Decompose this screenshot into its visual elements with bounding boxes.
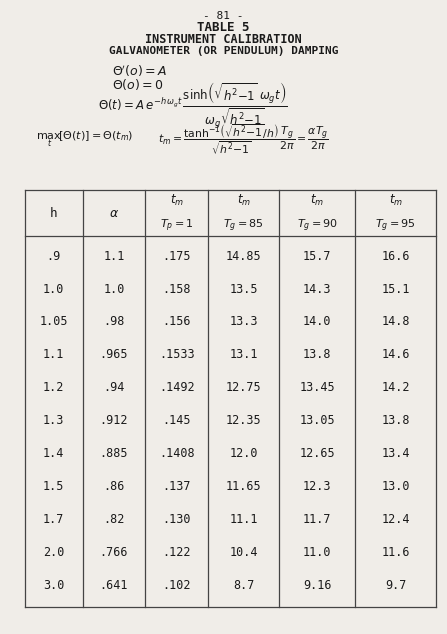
Text: .9: .9 xyxy=(46,250,61,262)
Text: 13.8: 13.8 xyxy=(303,348,332,361)
Text: 1.05: 1.05 xyxy=(39,316,68,328)
Text: $T_p{=}1$: $T_p{=}1$ xyxy=(160,217,194,234)
Text: $\alpha$: $\alpha$ xyxy=(109,207,119,219)
Text: 9.7: 9.7 xyxy=(385,578,406,592)
Text: $t_m{=}\dfrac{\tanh^{-1}\!\left(\sqrt{h^2{-}1}/h\right)}{\sqrt{h^2{-}1}}\dfrac{T: $t_m{=}\dfrac{\tanh^{-1}\!\left(\sqrt{h^… xyxy=(158,122,329,156)
Text: 8.7: 8.7 xyxy=(233,578,254,592)
Text: 14.6: 14.6 xyxy=(381,348,410,361)
Text: $\Theta'(o) = A$: $\Theta'(o) = A$ xyxy=(112,64,167,79)
Text: 12.35: 12.35 xyxy=(226,414,261,427)
Text: 1.3: 1.3 xyxy=(43,414,64,427)
Text: 1.4: 1.4 xyxy=(43,447,64,460)
Text: $t_m$: $t_m$ xyxy=(310,193,325,208)
Text: 2.0: 2.0 xyxy=(43,546,64,559)
Text: .1533: .1533 xyxy=(159,348,194,361)
Text: .122: .122 xyxy=(162,546,191,559)
Text: $t_m$: $t_m$ xyxy=(388,193,403,208)
Text: 1.0: 1.0 xyxy=(103,283,125,295)
Text: 13.45: 13.45 xyxy=(299,381,335,394)
Text: 13.3: 13.3 xyxy=(229,316,258,328)
Text: h: h xyxy=(50,207,57,219)
Text: $\Theta(o) = 0$: $\Theta(o) = 0$ xyxy=(112,77,164,93)
Text: 14.85: 14.85 xyxy=(226,250,261,262)
Text: 15.7: 15.7 xyxy=(303,250,332,262)
Text: .641: .641 xyxy=(100,578,128,592)
Text: 12.75: 12.75 xyxy=(226,381,261,394)
Text: $T_g{=}90$: $T_g{=}90$ xyxy=(297,217,338,234)
Text: 12.65: 12.65 xyxy=(299,447,335,460)
Text: .912: .912 xyxy=(100,414,128,427)
Text: $\underset{t}{\mathrm{max}}\!\left[\Theta(t)\right] = \Theta(t_m)$: $\underset{t}{\mathrm{max}}\!\left[\Thet… xyxy=(36,129,133,149)
Text: 16.6: 16.6 xyxy=(381,250,410,262)
Text: .102: .102 xyxy=(162,578,191,592)
Text: .158: .158 xyxy=(162,283,191,295)
Text: 12.3: 12.3 xyxy=(303,480,332,493)
Text: .130: .130 xyxy=(162,513,191,526)
Text: GALVANOMETER (OR PENDULUM) DAMPING: GALVANOMETER (OR PENDULUM) DAMPING xyxy=(109,46,338,56)
Text: .175: .175 xyxy=(162,250,191,262)
Text: 14.3: 14.3 xyxy=(303,283,332,295)
Text: 14.8: 14.8 xyxy=(381,316,410,328)
Text: .145: .145 xyxy=(162,414,191,427)
Text: 12.0: 12.0 xyxy=(229,447,258,460)
Text: 11.6: 11.6 xyxy=(381,546,410,559)
Text: 13.0: 13.0 xyxy=(381,480,410,493)
Text: 13.5: 13.5 xyxy=(229,283,258,295)
Text: 15.1: 15.1 xyxy=(381,283,410,295)
Text: .965: .965 xyxy=(100,348,128,361)
Text: 13.1: 13.1 xyxy=(229,348,258,361)
Text: .156: .156 xyxy=(162,316,191,328)
Text: $\Theta(t) = A\,e^{-h\,\omega_g t}\,\dfrac{\sinh\!\left(\sqrt{h^2{-}1}\;\omega_g: $\Theta(t) = A\,e^{-h\,\omega_g t}\,\dfr… xyxy=(98,81,288,131)
Text: 14.2: 14.2 xyxy=(381,381,410,394)
Text: 13.8: 13.8 xyxy=(381,414,410,427)
Text: 1.2: 1.2 xyxy=(43,381,64,394)
Text: .86: .86 xyxy=(103,480,125,493)
Text: .885: .885 xyxy=(100,447,128,460)
Text: .1408: .1408 xyxy=(159,447,194,460)
Text: 1.1: 1.1 xyxy=(43,348,64,361)
Text: .98: .98 xyxy=(103,316,125,328)
Text: 14.0: 14.0 xyxy=(303,316,332,328)
Text: 10.4: 10.4 xyxy=(229,546,258,559)
Text: $t_m$: $t_m$ xyxy=(169,193,184,208)
Text: 9.16: 9.16 xyxy=(303,578,332,592)
Text: .1492: .1492 xyxy=(159,381,194,394)
Text: .94: .94 xyxy=(103,381,125,394)
Text: .82: .82 xyxy=(103,513,125,526)
Text: 12.4: 12.4 xyxy=(381,513,410,526)
Text: TABLE 5: TABLE 5 xyxy=(197,21,250,34)
Text: - 81 -: - 81 - xyxy=(203,11,244,22)
Text: 13.05: 13.05 xyxy=(299,414,335,427)
Text: 13.4: 13.4 xyxy=(381,447,410,460)
Text: $T_g{=}95$: $T_g{=}95$ xyxy=(375,217,416,234)
Text: 11.65: 11.65 xyxy=(226,480,261,493)
Text: 1.0: 1.0 xyxy=(43,283,64,295)
Text: 11.0: 11.0 xyxy=(303,546,332,559)
Text: $T_g{=}85$: $T_g{=}85$ xyxy=(223,217,264,234)
Text: 3.0: 3.0 xyxy=(43,578,64,592)
Text: 11.1: 11.1 xyxy=(229,513,258,526)
Text: .137: .137 xyxy=(162,480,191,493)
Text: $t_m$: $t_m$ xyxy=(236,193,251,208)
Text: 1.1: 1.1 xyxy=(103,250,125,262)
Text: 11.7: 11.7 xyxy=(303,513,332,526)
Text: 1.5: 1.5 xyxy=(43,480,64,493)
Text: INSTRUMENT CALIBRATION: INSTRUMENT CALIBRATION xyxy=(145,33,302,46)
Text: .766: .766 xyxy=(100,546,128,559)
Text: 1.7: 1.7 xyxy=(43,513,64,526)
